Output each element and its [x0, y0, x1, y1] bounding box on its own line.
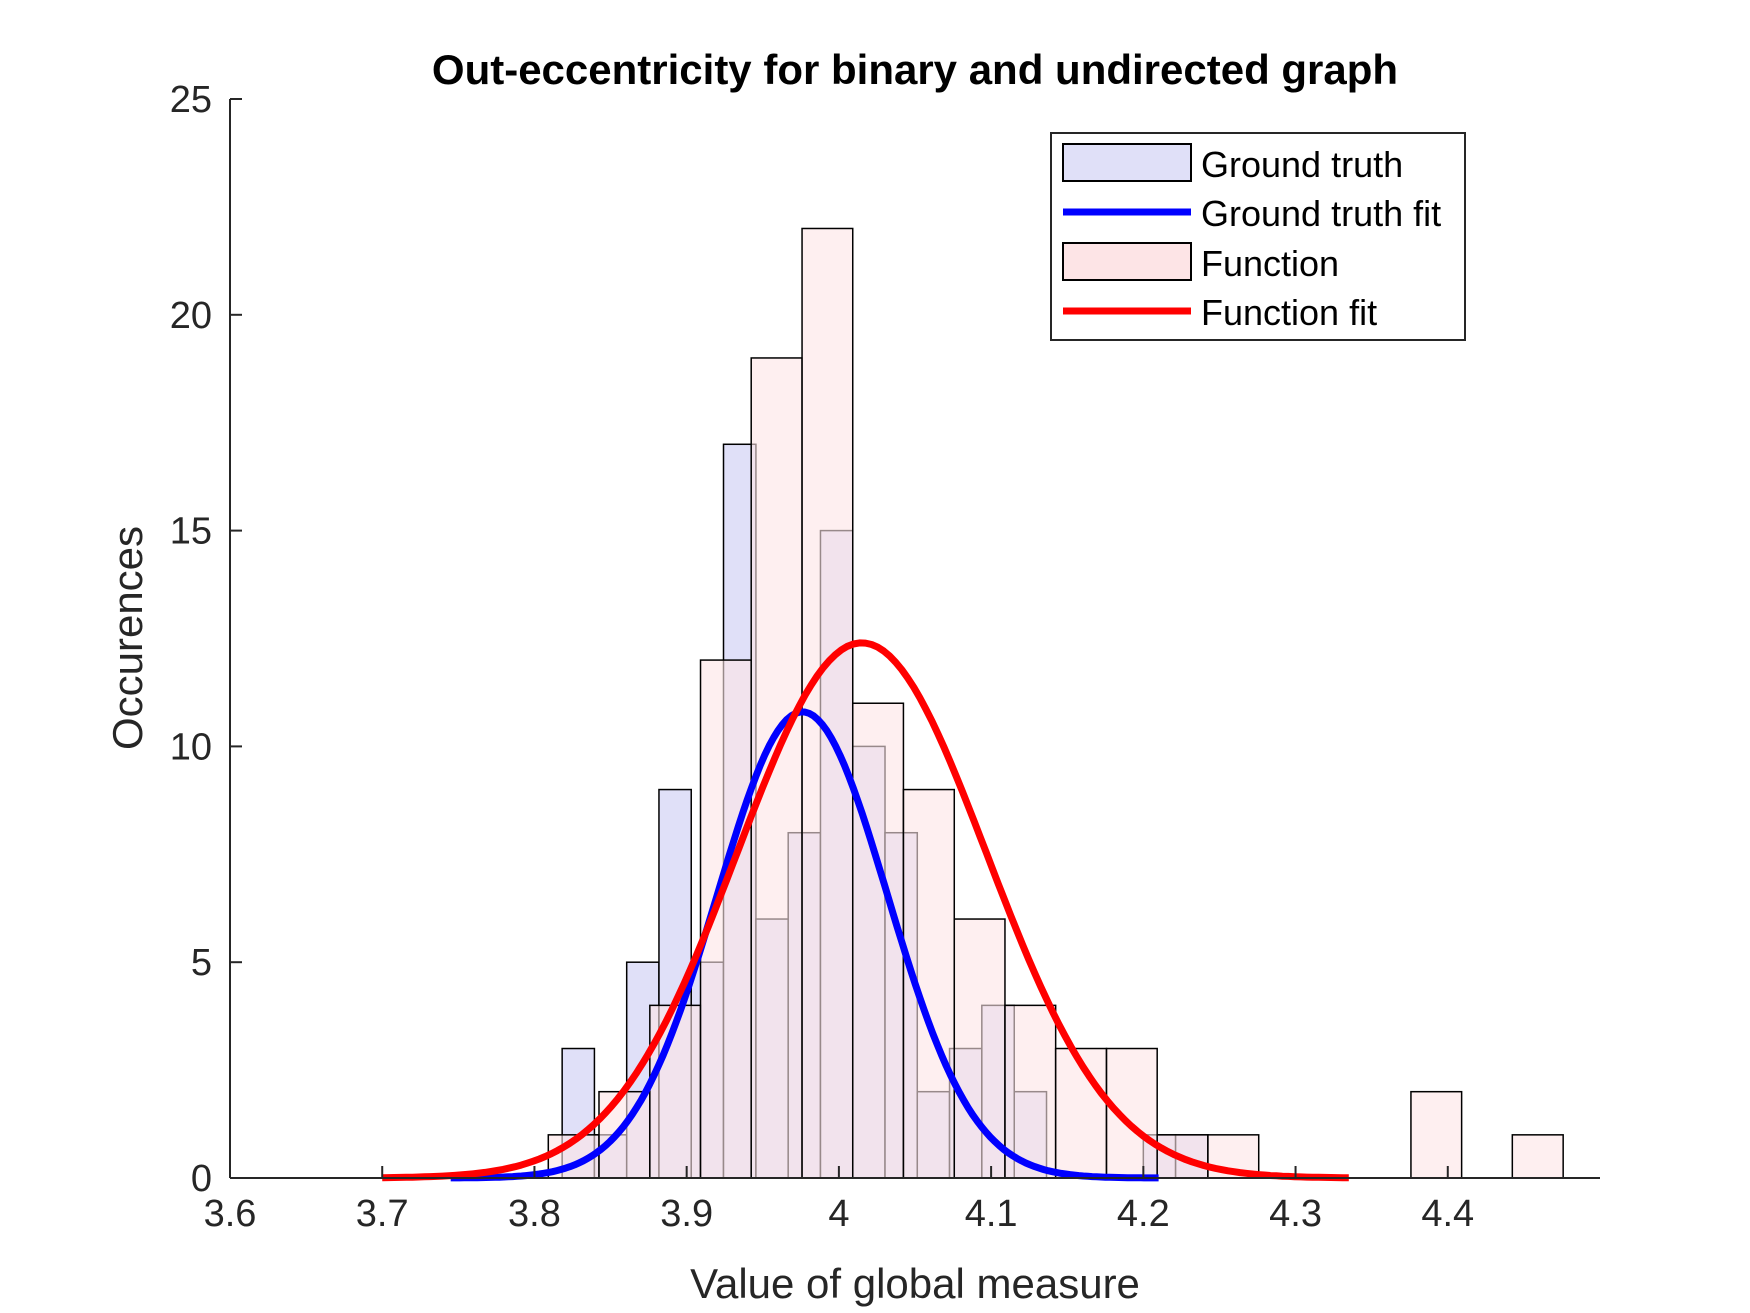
histogram-bar [1511, 1134, 1564, 1179]
histogram-bar [902, 788, 956, 1179]
legend-swatch-function [1062, 242, 1192, 281]
legend-swatch-ground-truth [1062, 143, 1192, 182]
histogram-bar [801, 227, 854, 1179]
histogram-bar [851, 702, 905, 1179]
x-tick-label: 4.4 [1421, 1193, 1474, 1235]
legend-label-function-fit: Function fit [1201, 292, 1377, 333]
legend-label-function: Function [1201, 243, 1339, 284]
x-axis-title: Value of global measure [690, 1260, 1140, 1307]
legend-label-ground-truth-fit: Ground truth fit [1201, 193, 1441, 234]
x-tick-label: 3.8 [508, 1193, 561, 1235]
series-2-bars [547, 227, 1564, 1179]
x-tick-label: 3.7 [356, 1193, 409, 1235]
histogram-bar [1410, 1090, 1463, 1179]
series-1-fit-line [450, 708, 1159, 1182]
chart-title: Out-eccentricity for binary and undirect… [432, 46, 1398, 93]
histogram-bar [953, 918, 1006, 1179]
x-tick-label: 3.9 [660, 1193, 713, 1235]
legend-label-ground-truth: Ground truth [1201, 144, 1403, 185]
y-tick-label: 10 [170, 726, 212, 768]
y-tick-label: 25 [170, 79, 212, 121]
x-tick-label: 3.6 [204, 1193, 257, 1235]
y-tick-label: 20 [170, 295, 212, 337]
x-tick-label: 4.1 [965, 1193, 1018, 1235]
y-tick-label: 5 [191, 942, 212, 984]
series-3-fit-line [382, 639, 1349, 1182]
x-tick-label: 4 [828, 1193, 849, 1235]
y-tick-label: 15 [170, 511, 212, 553]
x-tick-label: 4.2 [1117, 1193, 1170, 1235]
x-tick-label: 4.3 [1269, 1193, 1322, 1235]
y-tick-label: 0 [191, 1158, 212, 1200]
legend: Ground truth Ground truth fit Function F… [1050, 132, 1466, 341]
series-layer [382, 227, 1564, 1182]
axes-layer [229, 99, 1600, 1179]
y-axis-title: Occurences [104, 526, 151, 750]
ticks-layer: 3.6 3.7 3.8 3.9 4 4.1 4.2 4.3 4.4 0 5 10 15 20 25 [170, 79, 1474, 1235]
